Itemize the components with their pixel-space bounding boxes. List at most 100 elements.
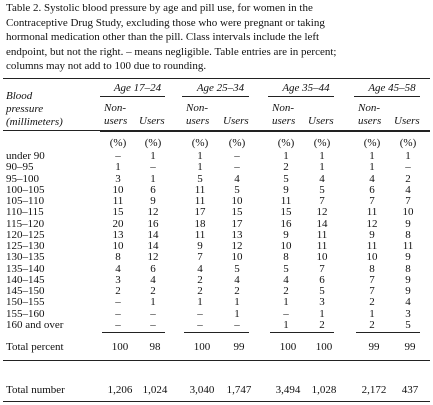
cell: 9 — [283, 183, 289, 196]
cell: 11 — [194, 183, 206, 196]
rule — [184, 332, 249, 333]
row-label: 160 and over — [6, 318, 64, 331]
row-label: 105–110 — [6, 195, 45, 207]
cell: 9 — [405, 217, 411, 230]
column-header: users — [104, 115, 128, 127]
rule — [100, 96, 165, 97]
cell: – — [234, 150, 240, 162]
cell: 4 — [283, 273, 289, 286]
cell: 9 — [405, 273, 411, 286]
cell: 12 — [316, 206, 328, 219]
rule — [268, 96, 334, 97]
cell: 8 — [405, 228, 411, 241]
cell: 10 — [112, 183, 124, 196]
row-label: 120–125 — [6, 228, 45, 241]
cell: 20 — [112, 217, 124, 230]
cell: 11 — [194, 228, 206, 241]
caption-line: columns may not add to 100 due to roundi… — [6, 60, 207, 72]
cell: 11 — [316, 240, 328, 252]
rule — [3, 360, 430, 361]
cell: 17 — [231, 217, 243, 230]
column-header: users — [358, 115, 382, 127]
cell: 10 — [402, 206, 414, 219]
total-cell: 437 — [401, 384, 419, 396]
total-cell: 100 — [111, 341, 129, 353]
total-cell: 100 — [315, 341, 333, 353]
cell: 2 — [150, 285, 156, 297]
caption-line: hormonal medication other than the pill.… — [6, 31, 320, 43]
cell: 10 — [231, 195, 243, 207]
total-cell: 100 — [193, 341, 211, 353]
cell: 5 — [405, 318, 411, 331]
unit-label: (%) — [109, 137, 127, 149]
cell: 6 — [319, 273, 325, 286]
total-cell: 99 — [233, 341, 245, 353]
stub-header: Blood — [6, 90, 33, 102]
cell: 15 — [231, 206, 243, 219]
cell: 11 — [366, 206, 378, 219]
row-label: 110–115 — [6, 206, 44, 219]
rule — [100, 131, 430, 132]
cell: 1 — [283, 296, 289, 309]
cell: 1 — [319, 307, 325, 320]
cell: 14 — [147, 240, 159, 252]
cell: 9 — [369, 228, 375, 241]
cell: 7 — [319, 262, 325, 275]
cell: 2 — [283, 285, 289, 297]
cell: 10 — [280, 240, 292, 252]
cell: 3 — [115, 273, 121, 286]
cell: 18 — [194, 217, 206, 230]
rule — [3, 401, 430, 402]
cell: 2 — [319, 318, 325, 331]
cell: 4 — [234, 172, 240, 185]
column-header: users — [186, 115, 210, 127]
unit-label: (%) — [277, 137, 295, 149]
cell: 16 — [280, 217, 292, 230]
cell: 17 — [194, 206, 206, 219]
total-cell: 2,172 — [361, 384, 387, 396]
age-group: Age 45–58 — [368, 82, 416, 94]
cell: 7 — [197, 251, 203, 264]
row-label: 130–135 — [6, 251, 45, 264]
column-header: Non- — [104, 102, 126, 114]
cell: – — [150, 307, 156, 320]
cell: 9 — [283, 228, 289, 241]
cell: 1 — [197, 150, 203, 162]
rule — [102, 332, 165, 333]
age-group: Age 35–44 — [282, 82, 330, 94]
cell: 10 — [231, 251, 243, 264]
rule — [3, 78, 430, 79]
rule — [270, 332, 334, 333]
column-header: Users — [394, 115, 420, 127]
age-group: Age 17–24 — [113, 82, 162, 94]
total-cell: 3,040 — [189, 384, 215, 396]
cell: 2 — [369, 318, 375, 331]
cell: 2 — [369, 296, 375, 309]
cell: 10 — [112, 240, 124, 252]
row-label: 90–95 — [6, 161, 34, 174]
cell: 4 — [369, 172, 375, 185]
cell: – — [234, 161, 240, 174]
rule — [3, 130, 430, 131]
cell: 10 — [316, 251, 328, 264]
column-header: Non- — [272, 102, 294, 114]
row-label: 95–100 — [6, 172, 39, 185]
cell: 2 — [197, 273, 203, 286]
cell: 2 — [234, 285, 240, 297]
cell: 11 — [194, 195, 206, 207]
cell: 1 — [283, 150, 289, 162]
cell: – — [150, 161, 156, 174]
total-cell: 1,206 — [107, 384, 133, 396]
cell: 5 — [283, 172, 289, 185]
rule — [182, 96, 249, 97]
cell: 3 — [405, 307, 411, 320]
row-label: 145–150 — [6, 285, 45, 297]
cell: 1 — [234, 296, 240, 309]
cell: 11 — [280, 195, 292, 207]
cell: 1 — [197, 161, 203, 174]
cell: 4 — [115, 262, 121, 275]
row-label: 135–140 — [6, 262, 45, 275]
cell: 7 — [369, 285, 375, 297]
cell: – — [197, 318, 203, 331]
cell: – — [115, 307, 121, 320]
